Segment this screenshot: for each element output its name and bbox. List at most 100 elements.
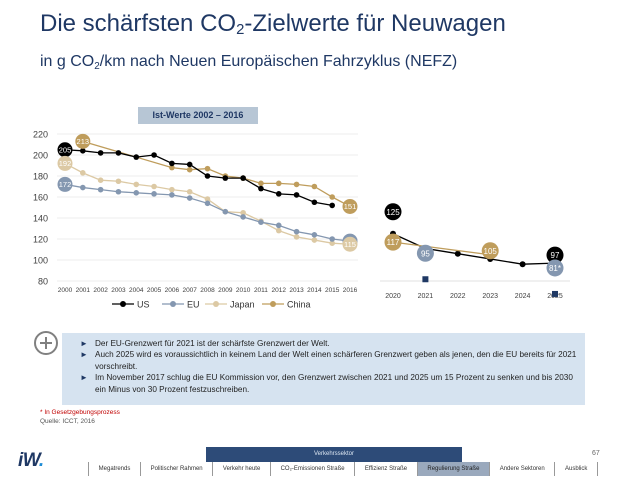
x-tick-label: 2022 [450, 293, 466, 300]
x-tick-label: 2004 [129, 287, 144, 294]
data-point-china [329, 194, 335, 200]
bullet-item: ► Auch 2025 wird es voraussichtlich in ke… [80, 350, 577, 371]
data-point-china [258, 180, 264, 187]
data-label-eu: 172 [59, 180, 72, 189]
arrow-right-icon: ► [80, 373, 88, 383]
data-label-eu: 81* [549, 264, 561, 273]
data-point-eu [169, 192, 175, 198]
data-point-japan [97, 177, 104, 183]
legend-marker-us [120, 301, 126, 307]
data-point-eu [311, 232, 318, 238]
data-label-bg-eu [57, 176, 73, 192]
legend-label-china: China [287, 300, 311, 310]
data-point-japan [293, 234, 300, 240]
data-label-eu: 95 [421, 249, 430, 258]
plus-icon[interactable] [34, 331, 58, 355]
data-point-china [186, 166, 193, 173]
nav-item-ausblick[interactable]: Ausblick [555, 462, 598, 476]
y-tick-label: 120 [33, 235, 48, 245]
data-label-bg-china [75, 133, 91, 149]
legend-marker-china [270, 301, 276, 307]
data-label-bg-china [481, 242, 499, 260]
x-tick-label: 2003 [111, 287, 126, 294]
x-tick-label: 2024 [515, 293, 531, 300]
bullet-item: ► Der EU-Grenzwert für 2021 ist der schär… [80, 339, 330, 348]
nav-item-andere-sektoren[interactable]: Andere Sektoren [490, 462, 556, 476]
data-point-eu [186, 195, 193, 201]
data-point-us [204, 173, 211, 179]
legend-label-us: US [137, 300, 150, 310]
data-point-japan [329, 240, 335, 246]
data-label-china: 151 [344, 202, 357, 211]
footer-nav: Megatrends Politischer Rahmen Verkehr he… [88, 462, 598, 476]
data-point-eu [258, 219, 264, 225]
arrow-right-icon: ► [80, 339, 88, 348]
y-tick-label: 220 [33, 130, 48, 140]
data-label-us: 205 [59, 145, 72, 154]
bullet-item: ► Im November 2017 schlug die EU Kommissi… [80, 373, 573, 394]
data-point-eu [275, 222, 282, 229]
nav-item-regulierung[interactable]: Regulierung Straße [417, 462, 491, 476]
section-label: Verkehrssektor [206, 447, 462, 462]
arrow-right-icon: ► [80, 350, 88, 360]
data-point-eu [329, 236, 335, 242]
x-tick-label: 2008 [200, 287, 215, 294]
data-point-eu [222, 208, 229, 215]
x-tick-label: 2006 [165, 287, 180, 294]
data-point-japan [151, 183, 157, 190]
data-point-japan [115, 178, 122, 185]
x-tick-label: 2015 [325, 287, 340, 294]
x-tick-label: 2013 [289, 287, 304, 294]
data-label-bg-japan [342, 236, 358, 252]
data-point-eu-target [422, 276, 429, 283]
nav-item-megatrends[interactable]: Megatrends [88, 462, 141, 476]
data-point-eu-target [552, 290, 558, 297]
nav-item-politischer-rahmen[interactable]: Politischer Rahmen [141, 462, 214, 476]
data-label-us: 97 [551, 251, 560, 260]
data-point-us-target [454, 250, 461, 257]
legend-marker-japan [213, 301, 219, 307]
data-label-japan: 115 [344, 240, 356, 249]
data-point-eu [133, 190, 140, 196]
data-label-bg-japan [57, 155, 73, 171]
data-label-bg-china [384, 233, 402, 251]
x-tick-label: 2023 [482, 293, 498, 300]
data-point-japan [133, 181, 140, 188]
x-tick-label: 2005 [147, 287, 162, 294]
data-point-us [133, 154, 140, 160]
data-label-bg-us [57, 142, 73, 158]
y-tick-label: 80 [38, 277, 48, 287]
data-label-bg-eu [416, 244, 434, 262]
x-tick-label: 2002 [93, 287, 108, 294]
legend-label-eu: EU [187, 300, 200, 310]
y-tick-label: 200 [33, 151, 48, 161]
data-point-japan [275, 227, 282, 234]
series-line-us [64, 149, 333, 207]
data-label-bg-eu [546, 259, 564, 277]
data-point-japan [80, 170, 86, 176]
data-point-japan [240, 209, 246, 216]
data-point-us [115, 150, 122, 156]
data-point-us [222, 175, 229, 181]
x-tick-label: 2021 [418, 293, 434, 300]
page-title: Die schärfsten CO2-Zielwerte für Neuwage… [40, 10, 506, 38]
x-tick-label: 2007 [182, 287, 197, 294]
footnote: * In Gesetzgebungsprozess Quelle: ICCT, … [40, 409, 120, 425]
nav-item-verkehr-heute[interactable]: Verkehr heute [213, 462, 271, 476]
data-label-bg-us [384, 203, 402, 221]
x-tick-label: 2012 [272, 287, 287, 294]
data-point-us [240, 175, 246, 181]
nav-item-co2-emissionen[interactable]: CO₂-Emissionen Straße [271, 462, 356, 476]
nav-item-effizienz[interactable]: Effizienz Straße [355, 462, 418, 476]
x-tick-label: 2014 [307, 287, 322, 294]
data-point-eu [240, 214, 246, 220]
actual-values-badge: Ist-Werte 2002 – 2016 [138, 107, 258, 124]
series-line-eu [64, 183, 351, 242]
data-point-eu [293, 228, 300, 235]
data-point-china [169, 164, 175, 171]
data-point-us [311, 199, 318, 206]
x-tick-label: 2020 [385, 293, 401, 300]
data-point-us [258, 185, 264, 192]
data-point-eu [80, 184, 86, 191]
data-point-eu [204, 200, 211, 207]
